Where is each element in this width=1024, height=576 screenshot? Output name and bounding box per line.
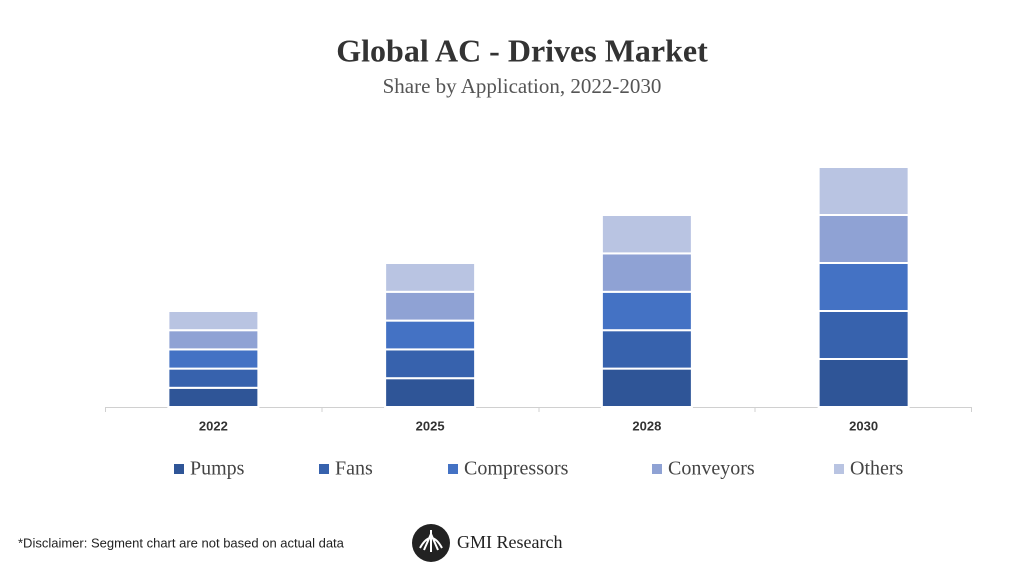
legend-label: Pumps [190,458,245,480]
legend-swatch [652,464,662,474]
legend-label: Conveyors [668,458,755,480]
bar-segment [600,214,693,255]
bar-segment [600,329,693,370]
brand-logo [412,524,450,562]
legend-swatch [319,464,329,474]
bar-segment [167,367,260,389]
bar-segment [817,262,910,312]
bar-segment [384,377,477,409]
legend-swatch [448,464,458,474]
chart-subtitle: Share by Application, 2022-2030 [383,74,662,98]
bar-segment [167,310,260,332]
bar-segment [600,252,693,293]
bar-segment [817,358,910,408]
bar-segment [817,214,910,264]
legend-swatch [174,464,184,474]
chart-title: Global AC - Drives Market [336,32,708,68]
bar-segment [600,367,693,409]
bar-segment [167,348,260,370]
x-tick-label: 2028 [632,418,661,433]
bar-segment [600,290,693,332]
legend-label: Others [850,458,904,480]
axis-ticks [105,407,972,412]
bar-segment [167,329,260,351]
legend-label: Compressors [464,458,569,480]
bar-segment [384,290,477,322]
bar-segment [384,262,477,293]
bar-segment [817,166,910,216]
legend-swatch [834,464,844,474]
x-tick-label: 2030 [849,418,878,433]
x-tick-label: 2025 [416,418,445,433]
bar-segment [384,348,477,380]
bar-segment [817,310,910,360]
disclaimer: *Disclaimer: Segment chart are not based… [18,535,345,550]
legend-label: Fans [335,458,373,480]
x-tick-label: 2022 [199,418,228,433]
bar-segment [384,319,477,351]
brand-name: GMI Research [457,532,562,552]
bar-segment [167,386,260,408]
